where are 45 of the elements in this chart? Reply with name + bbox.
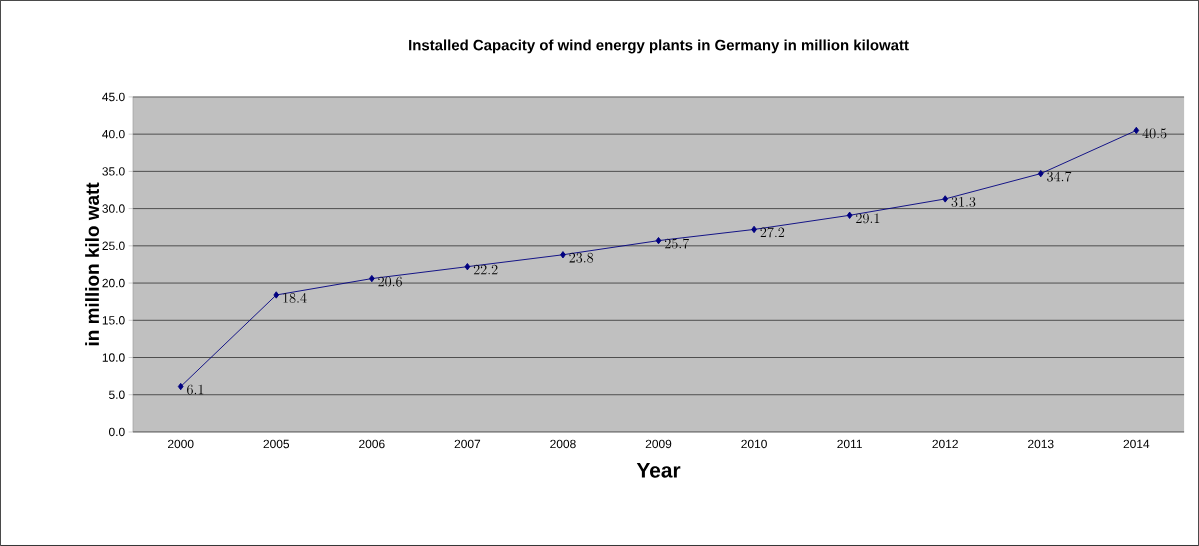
- x-tick-label: 2005: [263, 439, 290, 449]
- y-tick-label: 0.0: [109, 427, 125, 437]
- data-label: 31 .3: [951, 197, 976, 207]
- point: [942, 195, 949, 203]
- data-label: 6. 1: [187, 384, 204, 395]
- point: [655, 237, 662, 245]
- x-tick-label: 2013: [1028, 439, 1054, 449]
- data-label: 27.2: [760, 227, 785, 238]
- data-label: 20.6: [378, 276, 402, 287]
- data-label: 29. 1: [856, 213, 880, 224]
- y-tick-label: 40.0: [102, 129, 125, 139]
- x-tick-label: 2006: [359, 439, 385, 449]
- point: [273, 291, 280, 299]
- x-tick-label: 2012: [932, 439, 958, 449]
- y-tick-label: 30.0: [102, 204, 125, 213]
- y-tick-label: 10.0: [102, 353, 125, 362]
- x-tick-label: 2008: [550, 439, 576, 449]
- y-tick-label: 15.0: [102, 316, 125, 325]
- y-tick-label: 35.0: [102, 167, 125, 176]
- x-tick-label: 2010: [741, 439, 767, 449]
- data-label: 22.2: [473, 264, 498, 275]
- point: [1037, 170, 1044, 178]
- point: [1133, 126, 1140, 135]
- x-tick-label: 2007: [454, 439, 481, 449]
- chart-title: Installed Capacity of wind energy plants in Germany in million kilowatt: [409, 39, 909, 54]
- data-label: 18.4: [283, 292, 307, 303]
- x-tick-label: 2011: [837, 439, 862, 449]
- data-label: 25.7: [664, 238, 690, 249]
- point: [464, 263, 471, 271]
- data-label: 34.7: [1047, 171, 1072, 182]
- data-label: 40.5: [1142, 128, 1167, 139]
- x-tick-label: 2009: [645, 439, 672, 449]
- y-axis-title: in million kilo watt: [85, 182, 100, 346]
- y-tick-label: 45.0: [102, 92, 125, 102]
- y-tick-label: 20.0: [102, 278, 125, 288]
- y-tick-label: 5.0: [109, 390, 125, 400]
- y-tick-label: 25.0: [102, 241, 125, 251]
- point: [177, 382, 184, 391]
- point: [560, 251, 566, 259]
- x-tick-label: 2014: [1123, 439, 1150, 449]
- point: [846, 211, 853, 219]
- point: [368, 274, 375, 283]
- x-axis-title: Year: [636, 463, 681, 478]
- data-label: 23.8: [569, 252, 594, 263]
- x-tick-label: 2000: [168, 439, 194, 449]
